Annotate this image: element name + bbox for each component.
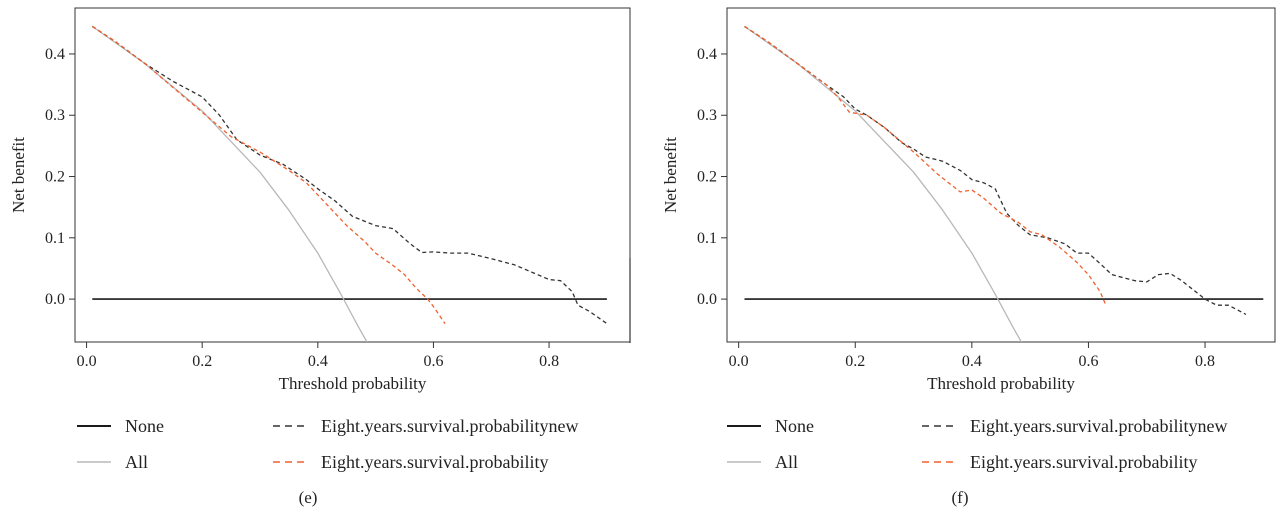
- x-tick-label: 0.4: [308, 353, 328, 370]
- x-tick-label: 0.0: [729, 353, 749, 370]
- x-axis-title: Threshold probability: [279, 374, 427, 393]
- y-tick-label: 0.1: [45, 230, 65, 247]
- panel-label: (f): [952, 488, 969, 507]
- x-tick-label: 0.2: [845, 353, 865, 370]
- y-tick-label: 0.3: [697, 107, 717, 124]
- plot-frame: [726, 7, 1276, 343]
- plot-frame: [74, 7, 631, 343]
- y-tick-label: 0.4: [45, 46, 65, 63]
- y-tick-label: 0.1: [697, 230, 717, 247]
- y-tick-label: 0.2: [697, 169, 717, 186]
- legend-label: None: [125, 416, 164, 436]
- x-tick-label: 0.8: [1195, 353, 1215, 370]
- series-line-eight-years-survival-probability: [91, 25, 446, 324]
- legend-label: All: [775, 452, 798, 472]
- chart-panel-f: 0.0 0.2 0.4 0.6 0.8 0.0 0.1 0.2 0.3 0.4 Threshold …: [661, 7, 1276, 507]
- chart-panel-e: 0.0 0.2 0.4 0.6 0.8 0.0 0.1 0.2 0.3 0.4 Threshold …: [9, 7, 631, 507]
- x-axis-title: Threshold probability: [927, 374, 1075, 393]
- x-tick-label: 0.8: [539, 353, 559, 370]
- y-tick-label: 0.0: [45, 291, 65, 308]
- series-line-eight-years-survival-probabilitynew: [91, 25, 608, 325]
- x-tick-label: 0.2: [192, 353, 212, 370]
- series-line-eight-years-survival-probabilitynew: [744, 25, 1247, 315]
- series-line-eight-years-survival-probability: [744, 25, 1107, 306]
- y-tick-label: 0.4: [697, 46, 717, 63]
- x-tick-label: 0.6: [1078, 353, 1098, 370]
- legend-label: Eight.years.survival.probabilitynew: [970, 416, 1227, 436]
- y-tick-label: 0.2: [45, 169, 65, 186]
- legend-label: Eight.years.survival.probabilitynew: [321, 416, 578, 436]
- y-tick-label: 0.3: [45, 107, 65, 124]
- x-tick-label: 0.6: [423, 353, 443, 370]
- y-axis-title: Net benefit: [661, 137, 680, 213]
- panel-label: (e): [299, 488, 318, 507]
- legend-label: Eight.years.survival.probability: [321, 452, 548, 472]
- x-tick-label: 0.0: [77, 353, 97, 370]
- y-tick-label: 0.0: [697, 291, 717, 308]
- y-axis-title: Net benefit: [9, 137, 28, 213]
- series-line-all: [91, 25, 368, 342]
- series-line-all: [744, 25, 1022, 342]
- legend-label: All: [125, 452, 148, 472]
- legend-label: None: [775, 416, 814, 436]
- x-tick-label: 0.4: [962, 353, 982, 370]
- legend-label: Eight.years.survival.probability: [970, 452, 1197, 472]
